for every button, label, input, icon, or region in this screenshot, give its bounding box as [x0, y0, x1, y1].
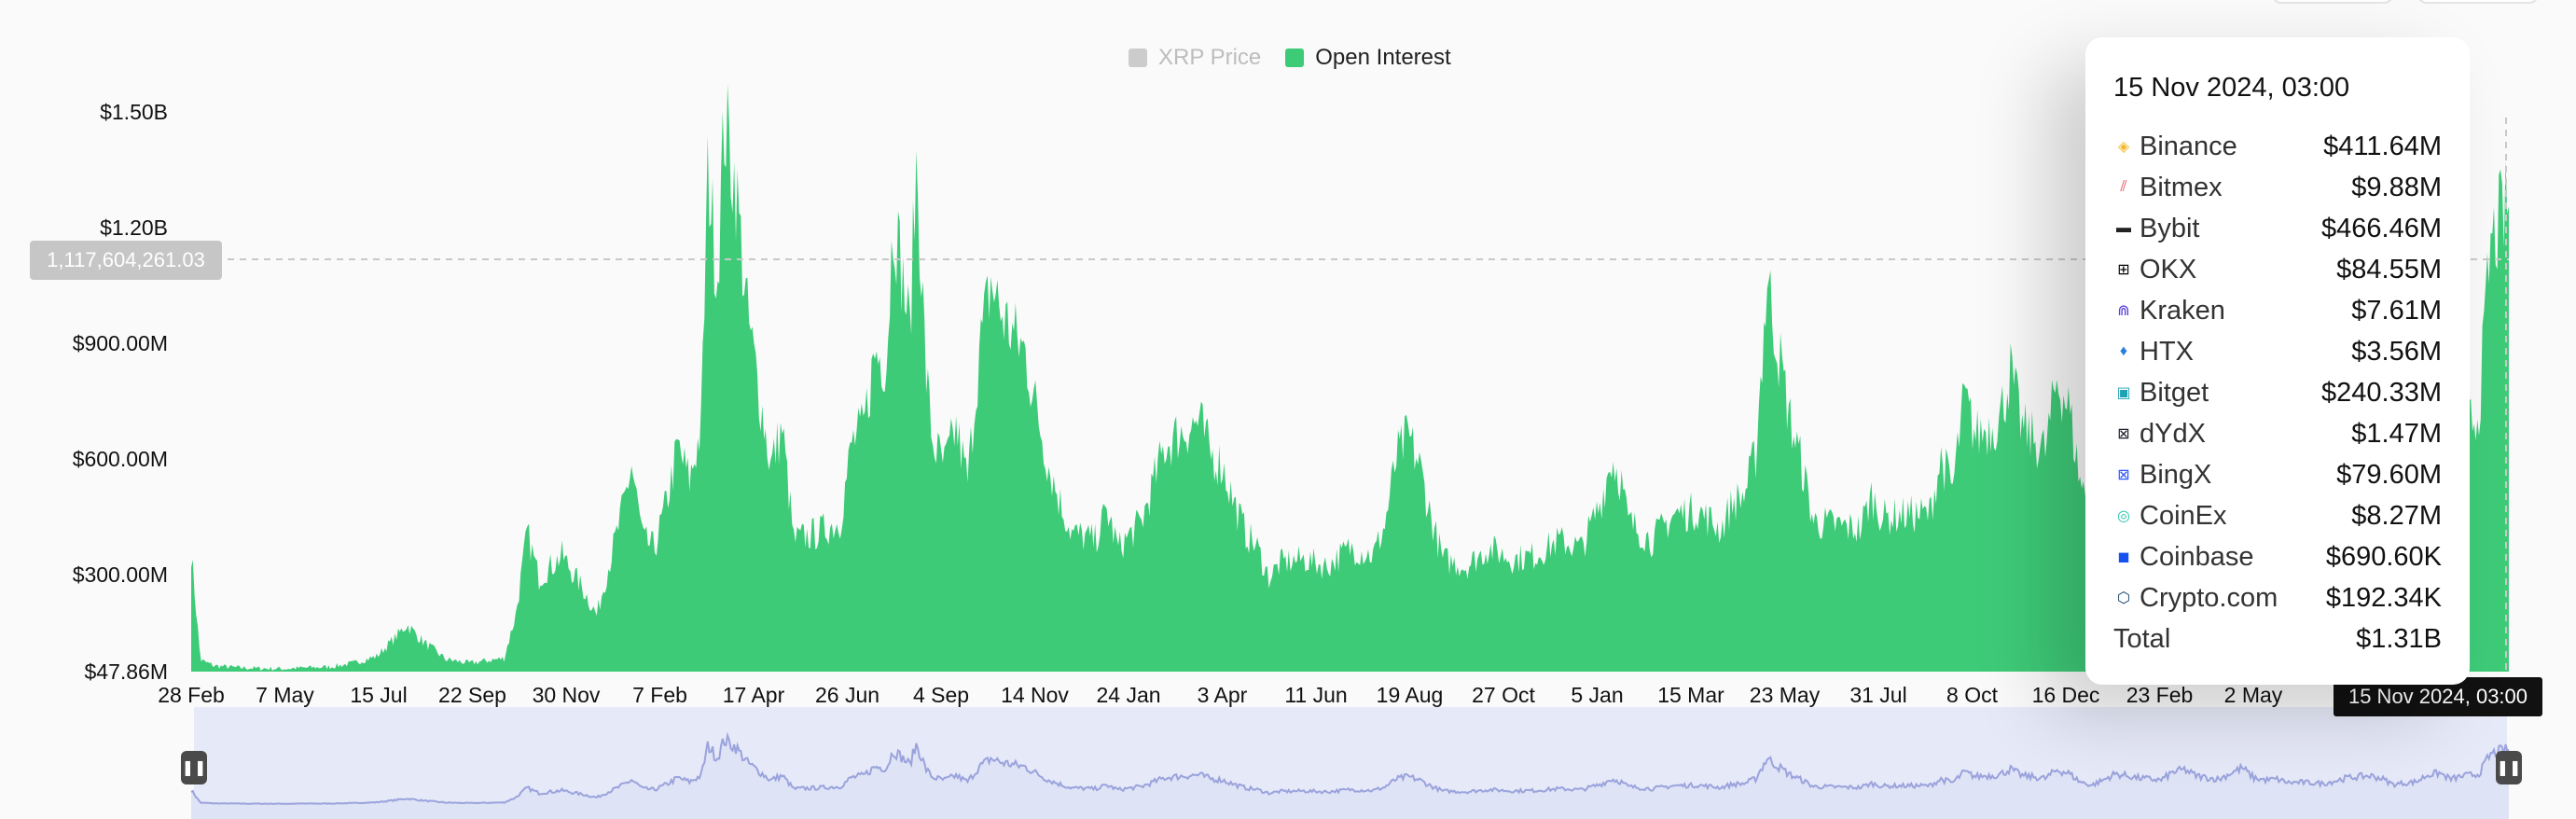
range-navigator[interactable] [194, 707, 2507, 819]
tooltip-exchange-value: $7.61M [2351, 295, 2442, 326]
tooltip-exchange-value: $9.88M [2351, 172, 2442, 202]
x-tick-label: 15 Jul [350, 683, 408, 707]
x-tick-label: 24 Jan [1096, 683, 1161, 707]
tooltip-exchange-value: $240.33M [2321, 377, 2442, 408]
y-tick-label: $900.00M [72, 330, 168, 355]
tooltip-total-value: $1.31B [2356, 623, 2442, 654]
x-tick-label: 19 Aug [1376, 683, 1444, 707]
x-tick-label: 23 Feb [2126, 683, 2194, 707]
tooltip-title: 15 Nov 2024, 03:00 [2113, 73, 2350, 103]
legend-swatch-open-interest [1285, 49, 1305, 67]
tooltip-row-coinbase: ◼ Coinbase $690.60K [2113, 536, 2442, 577]
tooltip-row-dydx: ⊠ dYdX $1.47M [2113, 413, 2442, 454]
tooltip-total-row: Total $1.31B [2113, 618, 2442, 659]
x-tick-label: 8 Oct [1946, 683, 1998, 707]
x-tick-label: 7 Feb [632, 683, 687, 707]
x-tick-label: 28 Feb [158, 683, 225, 707]
tooltip-row-htx: ♦ HTX $3.56M [2113, 331, 2442, 372]
tooltip-exchange-value: $192.34K [2325, 582, 2442, 613]
navigator-left-handle[interactable]: ❚❚ [181, 751, 207, 784]
cryptocom-icon: ⬡ [2117, 590, 2130, 606]
tooltip-total-label: Total [2113, 623, 2171, 654]
x-tick-label: 5 Jan [1571, 683, 1624, 707]
legend-swatch-xrp-price [1129, 49, 1147, 67]
chart-legend: XRP Price Open Interest [1129, 45, 1475, 71]
tooltip-exchange-value: $8.27M [2351, 500, 2442, 531]
y-tick-label: $1.20B [100, 215, 168, 240]
x-tick-label: 2 May [2223, 683, 2283, 707]
navigator-right-handle[interactable]: ❚❚ [2496, 751, 2522, 784]
tooltip-row-crypto-com: ⬡ Crypto.com $192.34K [2113, 577, 2442, 618]
bybit-icon: ▬ [2116, 220, 2131, 236]
tooltip-exchange-name: BingX [2140, 459, 2212, 490]
tooltip-exchange-name: Bybit [2140, 213, 2200, 243]
bitget-icon: ▣ [2116, 385, 2131, 401]
legend-label: Open Interest [1315, 45, 1451, 70]
binance-icon: ◈ [2117, 139, 2130, 155]
tooltip-row-coinex: ◎ CoinEx $8.27M [2113, 495, 2442, 536]
tooltip-exchange-value: $466.46M [2321, 213, 2442, 243]
x-tick-label: 14 Nov [1001, 683, 1069, 707]
htx-icon: ♦ [2119, 343, 2128, 359]
y-tick-label: $600.00M [72, 446, 168, 471]
y-tick-label: $47.86M [84, 659, 168, 684]
tooltip-exchange-name: CoinEx [2140, 500, 2227, 531]
tooltip-row-bitget: ▣ Bitget $240.33M [2113, 372, 2442, 413]
coinex-icon: ◎ [2117, 508, 2130, 524]
tooltip-row-bitmex: ⫽ Bitmex $9.88M [2113, 167, 2442, 208]
tooltip-exchange-name: Kraken [2140, 295, 2225, 326]
x-tick-label: 3 Apr [1197, 683, 1248, 707]
okx-icon: ⊞ [2117, 262, 2130, 278]
crosshair-value-badge: 1,117,604,261.03 [30, 241, 222, 280]
tooltip-exchange-value: $3.56M [2351, 336, 2442, 367]
tooltip-row-kraken: ⋒ Kraken $7.61M [2113, 290, 2442, 331]
kraken-icon: ⋒ [2117, 303, 2130, 319]
tooltip-row-binance: ◈ Binance $411.64M [2113, 126, 2442, 167]
tooltip-exchange-value: $84.55M [2336, 254, 2442, 285]
y-tick-label: $1.50B [100, 100, 168, 124]
y-tick-label: $300.00M [72, 562, 168, 587]
tooltip-exchange-name: dYdX [2140, 418, 2206, 449]
tooltip-row-bingx: ⊠ BingX $79.60M [2113, 454, 2442, 495]
tooltip-exchange-value: $690.60K [2325, 541, 2442, 572]
x-tick-label: 16 Dec [2031, 683, 2100, 707]
tooltip-row-bybit: ▬ Bybit $466.46M [2113, 208, 2442, 249]
x-tick-label: 26 Jun [814, 683, 880, 707]
tooltip-exchange-value: $79.60M [2336, 459, 2442, 490]
open-interest-area [191, 84, 2509, 672]
x-tick-label: 4 Sep [912, 683, 970, 707]
dydx-icon: ⊠ [2117, 426, 2130, 442]
x-tick-label: 23 May [1749, 683, 1821, 707]
tooltip-exchange-name: Coinbase [2140, 541, 2254, 572]
coinbase-icon: ◼ [2117, 549, 2130, 565]
bitmex-icon: ⫽ [2120, 179, 2127, 195]
tooltip-exchange-value: $1.47M [2351, 418, 2442, 449]
tooltip-exchange-name: OKX [2140, 254, 2197, 285]
tooltip-exchange-name: Bitmex [2140, 172, 2223, 202]
x-tick-label: 30 Nov [532, 683, 601, 707]
x-tick-label: 27 Oct [1472, 683, 1535, 707]
x-tick-label: 17 Apr [722, 683, 785, 707]
tooltip-exchange-name: Bitget [2140, 377, 2209, 408]
bingx-icon: ⊠ [2117, 467, 2130, 483]
tooltip-exchange-name: Crypto.com [2140, 582, 2278, 613]
legend-item-xrp-price[interactable]: XRP Price [1129, 45, 1261, 71]
legend-label: XRP Price [1158, 45, 1262, 70]
tooltip-exchange-name: Binance [2140, 131, 2237, 161]
legend-item-open-interest[interactable]: Open Interest [1285, 45, 1451, 71]
x-tick-label: 11 Jun [1284, 683, 1348, 707]
tooltip-exchange-name: HTX [2140, 336, 2194, 367]
x-tick-label: 22 Sep [438, 683, 506, 707]
tooltip-row-okx: ⊞ OKX $84.55M [2113, 249, 2442, 290]
x-tick-label: 15 Mar [1657, 683, 1724, 707]
x-tick-label: 7 May [256, 683, 314, 707]
exchange-breakdown-tooltip: 15 Nov 2024, 03:00 ◈ Binance $411.64M ⫽ Bitm… [2085, 37, 2470, 685]
tooltip-exchange-value: $411.64M [2323, 131, 2442, 161]
x-tick-label: 31 Jul [1849, 683, 1907, 707]
